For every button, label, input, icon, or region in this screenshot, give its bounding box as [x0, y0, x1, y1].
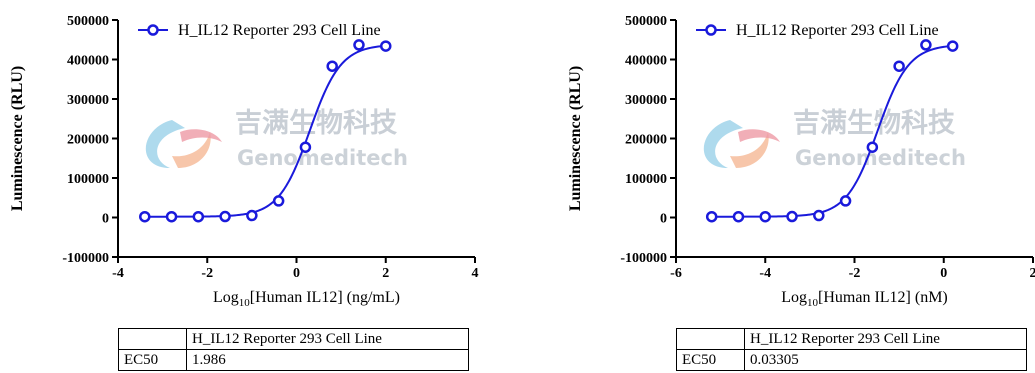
data-point [732, 210, 745, 223]
y-tick-label: 300000 [67, 93, 109, 108]
x-axis-title-main: Log [213, 289, 239, 306]
data-point [839, 195, 852, 207]
x-tick-label: -4 [112, 266, 124, 281]
legend-label: H_IL12 Reporter 293 Cell Line [178, 22, 381, 39]
x-tick-label: 0 [293, 266, 300, 281]
logo-swoosh-orange-icon [730, 132, 769, 168]
y-tick-label: 0 [660, 212, 667, 227]
data-point [272, 195, 285, 207]
table-row: EC50 0.03305 [676, 349, 1027, 371]
y-tick-label: 100000 [67, 172, 109, 187]
watermark-logo: 吉满生物科技 Genomeditech [703, 108, 966, 170]
table-header-cell [118, 328, 187, 350]
logo-swoosh-blue-icon [145, 120, 185, 168]
data-point [920, 39, 932, 51]
y-tick-label: 500000 [67, 14, 109, 29]
x-tick-label: 0 [940, 266, 947, 281]
logo-swoosh-red-icon [738, 129, 780, 142]
data-point [326, 60, 338, 72]
x-tick-label: -4 [759, 266, 771, 281]
x-axis-title: Log10[Human IL12] (ng/mL) [213, 289, 400, 309]
x-tick-label: -2 [849, 266, 861, 281]
data-point [759, 210, 771, 223]
x-tick-label: 4 [472, 266, 479, 281]
table-header-row: H_IL12 Reporter 293 Cell Line [118, 328, 469, 350]
chart-panel-left: 吉满生物科技 Genomeditech -100000 0 100000 200000 30… [0, 0, 500, 373]
data-point [165, 210, 178, 223]
watermark-en-text: Genomeditech [795, 146, 966, 170]
y-axis-title: Luminescence (RLU) [567, 66, 584, 211]
x-tick-label: -2 [201, 266, 213, 281]
data-point [866, 141, 879, 153]
data-point [813, 209, 825, 222]
x-axis-title-sub: 10 [239, 297, 251, 309]
dose-response-chart-nm: 吉满生物科技 Genomeditech -100000 0 100000 200000 30… [567, 14, 1035, 309]
legend-label: H_IL12 Reporter 293 Cell Line [736, 22, 939, 39]
ec50-value: 1.986 [186, 349, 469, 371]
y-tick-label: 300000 [625, 93, 667, 108]
ec50-value: 0.03305 [744, 349, 1027, 371]
legend: H_IL12 Reporter 293 Cell Line [138, 22, 381, 39]
x-tick-label: 2 [382, 266, 389, 281]
data-point [893, 60, 905, 72]
y-tick-label: 500000 [625, 14, 667, 29]
y-axis-title: Luminescence (RLU) [9, 66, 26, 211]
ec50-table-nm: H_IL12 Reporter 293 Cell Line EC50 0.033… [676, 328, 1027, 371]
watermark-cn-text: 吉满生物科技 [793, 108, 955, 139]
fit-curve [711, 44, 953, 218]
x-axis-title-main: Log [781, 289, 807, 306]
x-axis-title: Log10[Human IL12] (nM) [781, 289, 948, 309]
x-axis-title-sub: 10 [807, 297, 819, 309]
y-tick-label: 400000 [625, 54, 667, 69]
table-header-cell: H_IL12 Reporter 293 Cell Line [186, 328, 469, 350]
table-header-cell [676, 328, 745, 350]
data-point [246, 209, 258, 222]
y-tick-label: 200000 [625, 133, 667, 148]
data-point [705, 210, 718, 223]
data-point [786, 210, 798, 223]
ec50-label: EC50 [676, 349, 745, 371]
ec50-table-ng: H_IL12 Reporter 293 Cell Line EC50 1.986 [118, 328, 469, 371]
x-axis-title-rest: [Human IL12] (nM) [818, 289, 948, 306]
y-tick-label: -100000 [62, 251, 109, 266]
data-point [946, 40, 959, 52]
x-axis-title-rest: [Human IL12] (ng/mL) [250, 289, 400, 306]
data-point [192, 210, 205, 223]
logo-swoosh-red-icon [180, 129, 222, 142]
data-point [219, 210, 231, 223]
logo-swoosh-orange-icon [172, 132, 211, 168]
legend-marker-icon [705, 24, 717, 36]
chart-panel-right: 吉满生物科技 Genomeditech -100000 0 100000 200000 30… [558, 0, 1035, 373]
watermark-en-text: Genomeditech [237, 146, 408, 170]
ec50-label: EC50 [118, 349, 187, 371]
data-point [380, 40, 392, 52]
legend-marker-icon [147, 24, 159, 36]
logo-swoosh-blue-icon [703, 120, 743, 168]
x-tick-label: -6 [670, 266, 682, 281]
fit-curve [144, 44, 386, 218]
data-point [299, 141, 312, 153]
y-tick-label: 100000 [625, 172, 667, 187]
x-tick-label: 2 [1030, 266, 1035, 281]
table-header-row: H_IL12 Reporter 293 Cell Line [676, 328, 1027, 350]
table-header-cell: H_IL12 Reporter 293 Cell Line [744, 328, 1027, 350]
data-point [353, 39, 365, 51]
legend: H_IL12 Reporter 293 Cell Line [696, 22, 939, 39]
data-point [139, 210, 151, 223]
y-tick-label: 400000 [67, 54, 109, 69]
y-tick-label: -100000 [620, 251, 667, 266]
y-tick-label: 200000 [67, 133, 109, 148]
y-tick-label: 0 [102, 212, 109, 227]
table-row: EC50 1.986 [118, 349, 469, 371]
